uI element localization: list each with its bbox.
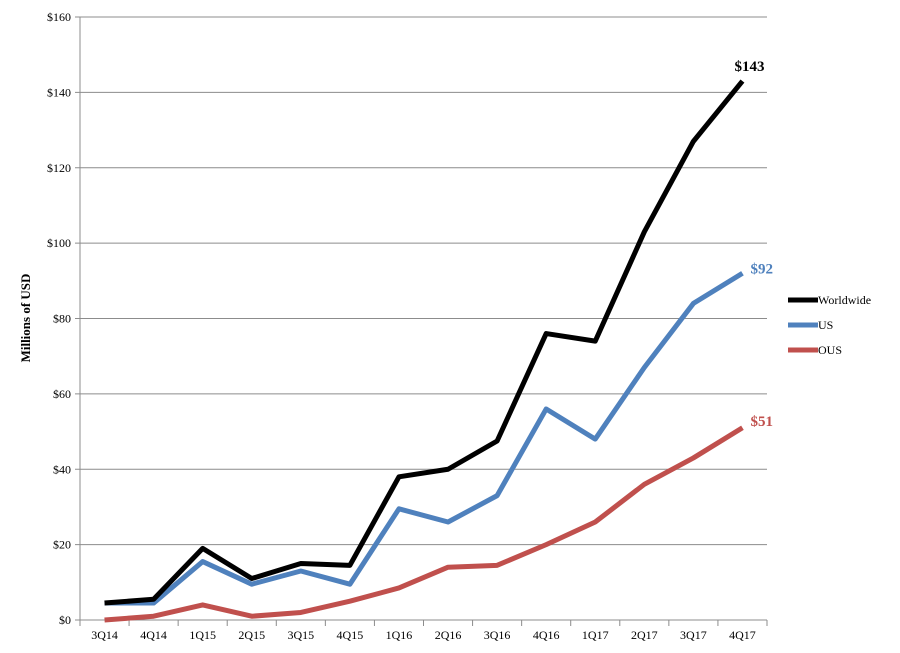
y-axis-title: Millions of USD: [18, 274, 33, 363]
x-tick-label: 3Q17: [680, 628, 707, 642]
x-tick-label: 4Q17: [729, 628, 756, 642]
series-line-us: [104, 271, 744, 606]
x-tick-label: 2Q17: [631, 628, 658, 642]
x-tick-label: 1Q15: [189, 628, 216, 642]
x-tick-label: 3Q15: [287, 628, 314, 642]
legend: Worldwide US OUS: [788, 293, 871, 357]
y-tick-label: $160: [47, 10, 71, 24]
series-line-ous: [104, 425, 744, 623]
series-line-worldwide: [104, 79, 745, 606]
y-tick-label: $60: [53, 387, 71, 401]
end-label-us: $92: [750, 261, 773, 277]
legend-label-worldwide: Worldwide: [818, 293, 871, 307]
series-lines: [104, 79, 745, 623]
y-tick-label: $0: [59, 613, 71, 627]
y-tick-label: $40: [53, 462, 71, 476]
x-tick-label: 4Q14: [140, 628, 167, 642]
y-tick-label: $120: [47, 161, 71, 175]
gridlines: [80, 16, 767, 621]
x-tick-label: 4Q15: [337, 628, 364, 642]
x-tick-label: 2Q16: [435, 628, 462, 642]
end-label-worldwide: $143: [734, 59, 764, 75]
legend-label-ous: OUS: [818, 343, 842, 357]
end-labels: $143 $92 $51: [734, 59, 773, 430]
x-tick-label: 4Q16: [533, 628, 560, 642]
end-label-ous: $51: [750, 414, 773, 430]
x-tick-label: 1Q17: [582, 628, 609, 642]
x-tick-label: 1Q16: [386, 628, 413, 642]
y-tick-label: $100: [47, 236, 71, 250]
x-tick-label: 2Q15: [238, 628, 265, 642]
y-tick-label: $20: [53, 538, 71, 552]
x-tick-label: 3Q16: [484, 628, 511, 642]
x-tick-label: 3Q14: [91, 628, 118, 642]
y-tick-label: $140: [47, 85, 71, 99]
y-tick-label: $80: [53, 312, 71, 326]
axes: $0 $20 $40 $60 $80 $100 $120 $140 $160 3Q14 4Q14 1Q…: [47, 10, 768, 642]
legend-label-us: US: [818, 318, 833, 332]
